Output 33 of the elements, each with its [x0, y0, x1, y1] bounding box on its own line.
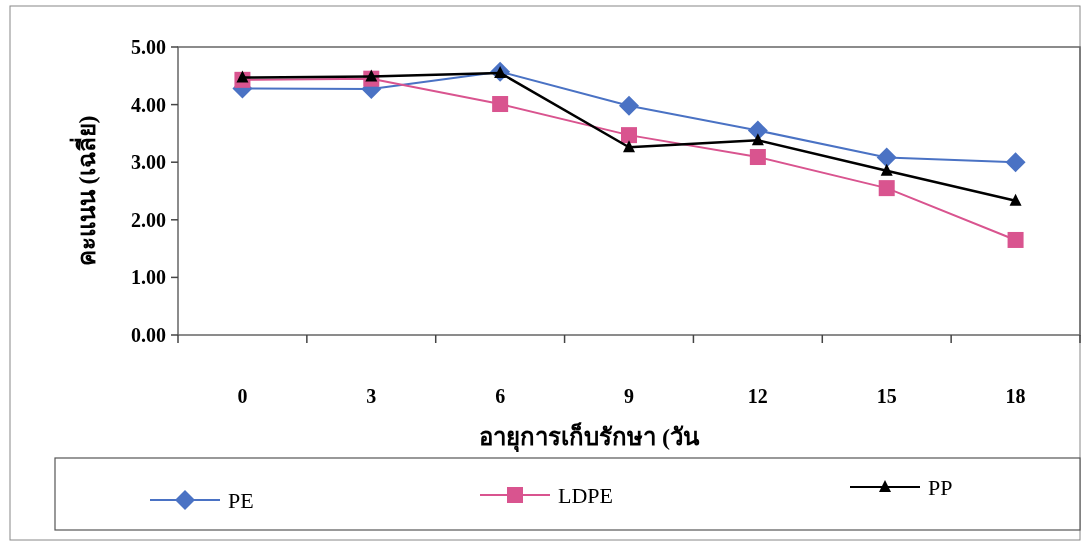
y-axis-title: คะแนน (เฉลี่ย): [69, 115, 100, 267]
legend-label: PP: [928, 475, 953, 500]
point: [623, 140, 635, 153]
y-tick-label: 3.00: [131, 151, 166, 174]
point: [878, 180, 895, 197]
y-tick-label: 5.00: [131, 36, 166, 58]
point: [880, 163, 893, 176]
y-tick-label: 1.00: [131, 266, 166, 289]
point: [749, 149, 766, 166]
x-tick-label: 6: [495, 385, 506, 407]
legend-label: LDPE: [558, 483, 613, 508]
point: [747, 120, 768, 141]
x-tick-label: 9: [624, 385, 634, 407]
point: [619, 95, 639, 116]
point: [365, 69, 378, 82]
y-tick-label: 4.00: [131, 93, 166, 116]
x-tick-label: 0: [237, 385, 248, 407]
x-tick-label: 12: [747, 385, 768, 407]
point: [876, 147, 897, 168]
point: [621, 127, 637, 144]
point: [1005, 152, 1026, 173]
x-tick-label: 3: [366, 385, 377, 407]
point: [1009, 193, 1022, 206]
x-tick-label: 18: [1005, 385, 1026, 407]
x-tick-label: 15: [876, 385, 897, 407]
point: [751, 133, 764, 146]
point: [236, 70, 249, 83]
x-axis-title: อายุการเก็บรักษา (วัน: [479, 422, 700, 453]
y-tick-label: 0.00: [131, 324, 166, 346]
y-tick-label: 2.00: [131, 208, 166, 231]
point: [492, 96, 509, 113]
point: [1007, 231, 1024, 248]
legend-label: PE: [228, 488, 254, 513]
